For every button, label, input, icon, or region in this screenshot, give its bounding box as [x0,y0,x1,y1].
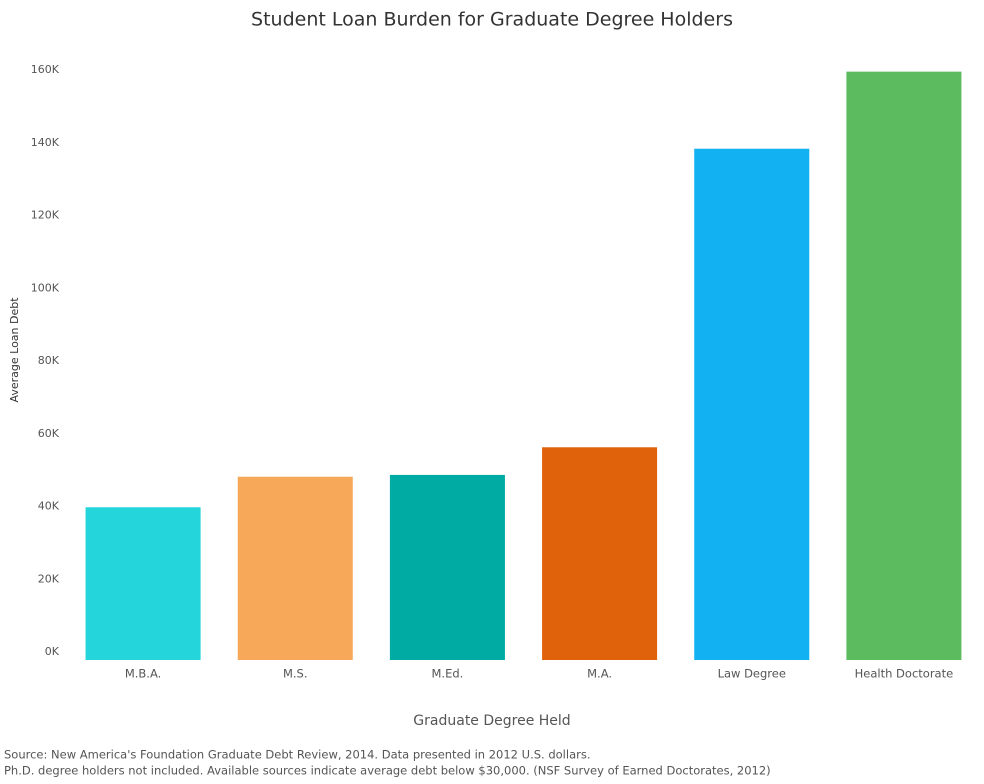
source-note: Ph.D. degree holders not included. Avail… [4,764,771,778]
y-tick-label: 120K [31,209,60,222]
chart-title: Student Loan Burden for Graduate Degree … [251,9,733,31]
bar [542,447,658,660]
y-axis-title: Average Loan Debt [8,297,21,403]
bar [389,474,505,660]
y-tick-label: 140K [31,136,60,149]
bar [694,148,810,660]
y-tick-label: 60K [38,427,60,440]
x-tick-label: M.S. [283,667,308,681]
y-tick-label: 160K [31,63,60,76]
y-tick-label: 0K [45,645,60,658]
y-tick-label: 20K [38,572,60,585]
x-tick-label: Law Degree [718,667,786,681]
source-note: Source: New America's Foundation Graduat… [4,748,591,762]
bar [237,476,353,660]
x-tick-label: M.Ed. [432,667,464,681]
bar [85,507,201,660]
x-axis-title: Graduate Degree Held [413,713,570,729]
x-tick-label: Health Doctorate [855,667,954,681]
x-tick-label: M.B.A. [125,667,161,681]
x-tick-label: M.A. [587,667,612,681]
y-tick-label: 100K [31,281,60,294]
bar [846,71,962,661]
y-tick-label: 40K [38,500,60,513]
y-tick-label: 80K [38,354,60,367]
